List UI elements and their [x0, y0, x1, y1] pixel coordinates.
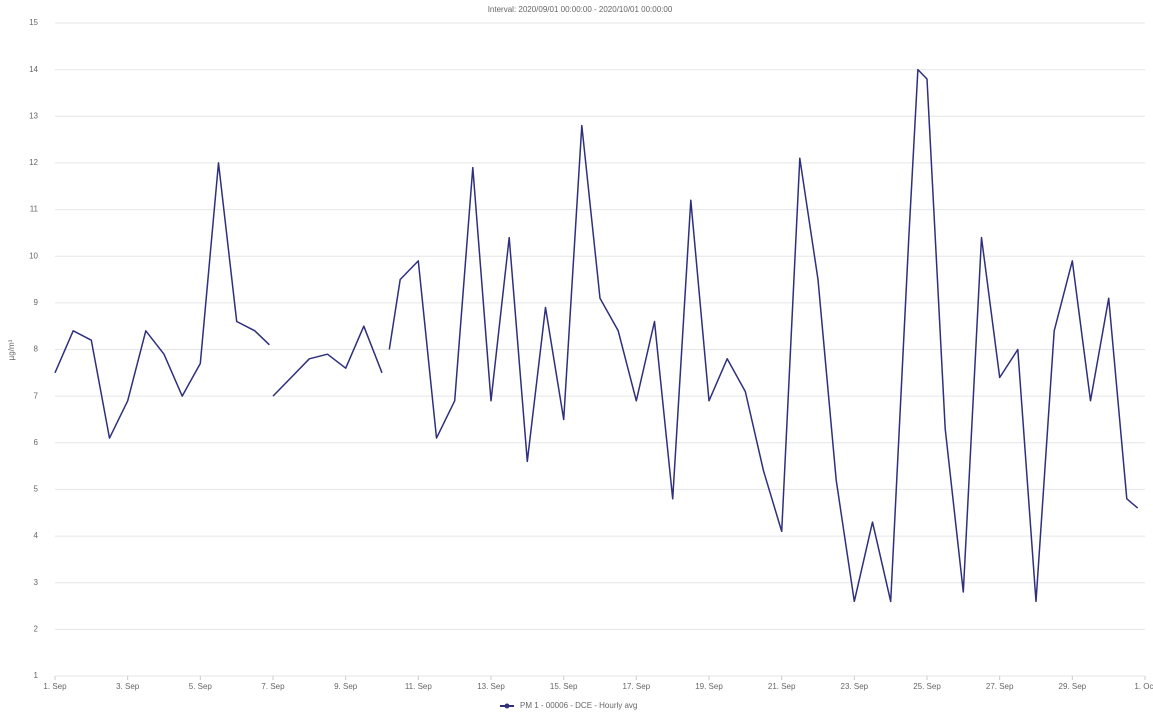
legend-marker [504, 703, 510, 709]
x-tick-label: 23. Sep [841, 682, 869, 691]
y-tick-label: 9 [34, 298, 39, 307]
y-tick-label: 13 [29, 111, 38, 120]
x-tick-label: 1. Oct [1134, 682, 1153, 691]
x-tick-label: 29. Sep [1059, 682, 1087, 691]
x-tick-label: 5. Sep [189, 682, 213, 691]
x-tick-label: 1. Sep [43, 682, 67, 691]
y-tick-label: 15 [29, 18, 38, 27]
y-tick-label: 12 [29, 158, 38, 167]
legend-label: PM 1 - 00006 - DCE - Hourly avg [520, 701, 637, 710]
y-tick-label: 1 [34, 671, 39, 680]
x-tick-label: 25. Sep [913, 682, 941, 691]
y-tick-label: 11 [30, 205, 39, 214]
x-tick-label: 9. Sep [334, 682, 358, 691]
y-axis-label: µg/m³ [7, 339, 16, 360]
chart-title: Interval: 2020/09/01 00:00:00 - 2020/10/… [488, 5, 673, 14]
y-tick-label: 5 [34, 485, 39, 494]
x-tick-label: 17. Sep [623, 682, 651, 691]
line-series [54, 68, 1139, 603]
x-tick-label: 3. Sep [116, 682, 140, 691]
y-tick-label: 14 [29, 65, 38, 74]
y-tick-label: 3 [34, 578, 39, 587]
x-tick-label: 7. Sep [261, 682, 285, 691]
x-tick-label: 11. Sep [405, 682, 433, 691]
y-tick-label: 8 [34, 345, 39, 354]
y-tick-label: 10 [29, 251, 38, 260]
x-tick-label: 15. Sep [550, 682, 578, 691]
x-tick-label: 19. Sep [695, 682, 723, 691]
y-tick-label: 2 [34, 624, 39, 633]
y-tick-label: 4 [34, 531, 39, 540]
y-tick-label: 6 [34, 438, 39, 447]
x-tick-label: 27. Sep [986, 682, 1014, 691]
x-tick-label: 21. Sep [768, 682, 796, 691]
y-tick-label: 7 [34, 391, 39, 400]
x-tick-label: 13. Sep [477, 682, 505, 691]
